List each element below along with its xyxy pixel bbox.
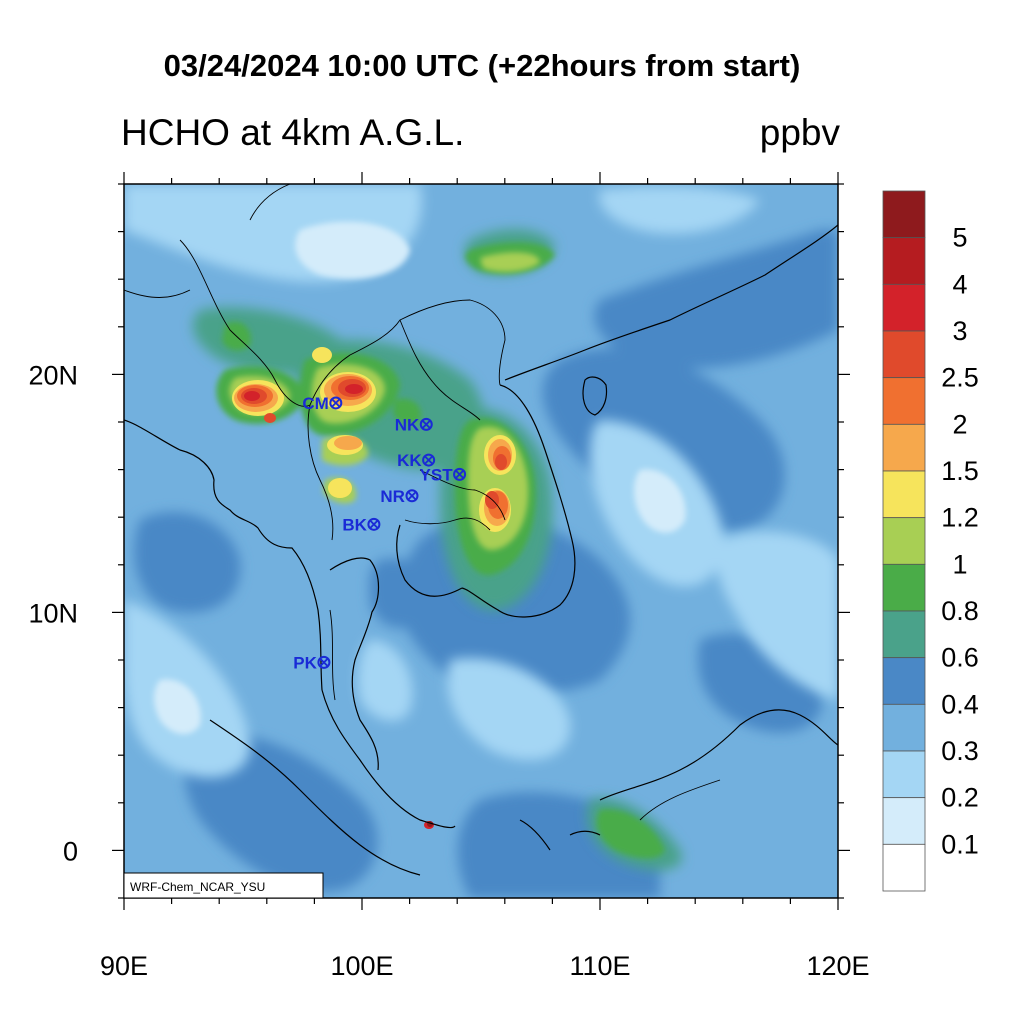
colorbar-label: 2.5 (941, 363, 979, 393)
colorbar-label: 2 (952, 409, 967, 439)
x-tick-label: 110E (569, 951, 630, 981)
x-tick-label: 120E (806, 951, 869, 981)
model-credit: WRF-Chem_NCAR_YSU (130, 880, 265, 894)
station-cross (319, 657, 329, 667)
colorbar-label: 4 (952, 269, 967, 299)
colorbar: 5 4 3 2.5 2 1.5 1.2 1 0.8 0.6 0.4 0.3 0.2 0.1 (882, 190, 979, 892)
x-tick-label: 100E (330, 951, 393, 981)
station-label: PK (293, 653, 317, 672)
colorbar-swatch (882, 843, 926, 892)
station-marker-icon (419, 417, 433, 431)
station-label: NR (380, 487, 405, 506)
station-cross (455, 469, 465, 479)
colorbar-label: 0.6 (941, 643, 979, 673)
station-marker-icon (317, 655, 331, 669)
y-tick-label: 10N (28, 598, 78, 628)
station-kk: KK (397, 451, 436, 470)
station-label: YST (420, 465, 454, 484)
station-nr: NR (380, 487, 419, 506)
axis-ticks (112, 172, 850, 910)
station-label: KK (397, 451, 422, 470)
station-label: CM (302, 394, 328, 413)
coastlines (124, 224, 838, 876)
station-label: NK (395, 415, 420, 434)
hcho-concentration-field (124, 184, 838, 898)
colorbar-swatch (882, 703, 926, 752)
colorbar-swatch (882, 377, 926, 425)
y-tick-label: 0 (63, 836, 78, 866)
colorbar-label: 0.1 (941, 829, 979, 859)
station-cross (421, 419, 431, 429)
colorbar-swatch (882, 423, 926, 472)
station-cross (407, 491, 417, 501)
colorbar-label: 1.5 (941, 456, 979, 486)
credit-box (123, 872, 324, 899)
colorbar-label: 1.2 (941, 503, 979, 533)
station-cross (331, 398, 341, 408)
colorbar-label: 3 (952, 316, 967, 346)
units-label: ppbv (759, 112, 840, 153)
station-marker-icon (405, 489, 419, 503)
station-marker-icon (422, 453, 436, 467)
variable-label: HCHO at 4km A.G.L. (121, 112, 465, 153)
colorbar-label: 0.2 (941, 783, 979, 813)
colorbar-swatch (882, 517, 926, 565)
station-marker-icon (453, 467, 467, 481)
station-cross (369, 519, 379, 529)
station-yst: YST (420, 465, 467, 484)
country-borders (124, 184, 721, 821)
colorbar-swatch (882, 283, 926, 332)
map-title: 03/24/2024 10:00 UTC (+22hours from star… (163, 48, 801, 83)
x-tick-label: 90E (100, 951, 148, 981)
station-label: BK (342, 515, 367, 534)
y-tick-label: 20N (28, 360, 78, 390)
station-cm: CM (302, 394, 343, 413)
colorbar-swatch (882, 750, 926, 799)
station-nk: NK (395, 415, 433, 434)
station-bk: BK (342, 515, 381, 534)
axis-labels: 90E 100E 110E 120E 20N 10N 0 (28, 360, 869, 981)
colorbar-swatch (882, 470, 926, 519)
colorbar-swatch (882, 330, 926, 379)
station-marker-icon (367, 517, 381, 531)
colorbar-label: 0.4 (941, 689, 979, 719)
colorbar-label: 5 (952, 223, 967, 253)
colorbar-swatch (882, 563, 926, 612)
colorbar-swatch (882, 610, 926, 659)
station-cross (424, 455, 434, 465)
colorbar-swatch (882, 190, 926, 239)
colorbar-label: 1 (952, 549, 967, 579)
colorbar-swatch (882, 797, 926, 845)
colorbar-swatch (882, 237, 926, 285)
station-pk: PK (293, 653, 331, 672)
colorbar-label: 0.8 (941, 596, 979, 626)
station-marker-icon (329, 396, 343, 410)
colorbar-label: 0.3 (941, 736, 979, 766)
colorbar-swatch (882, 657, 926, 705)
map-frame (123, 183, 839, 899)
